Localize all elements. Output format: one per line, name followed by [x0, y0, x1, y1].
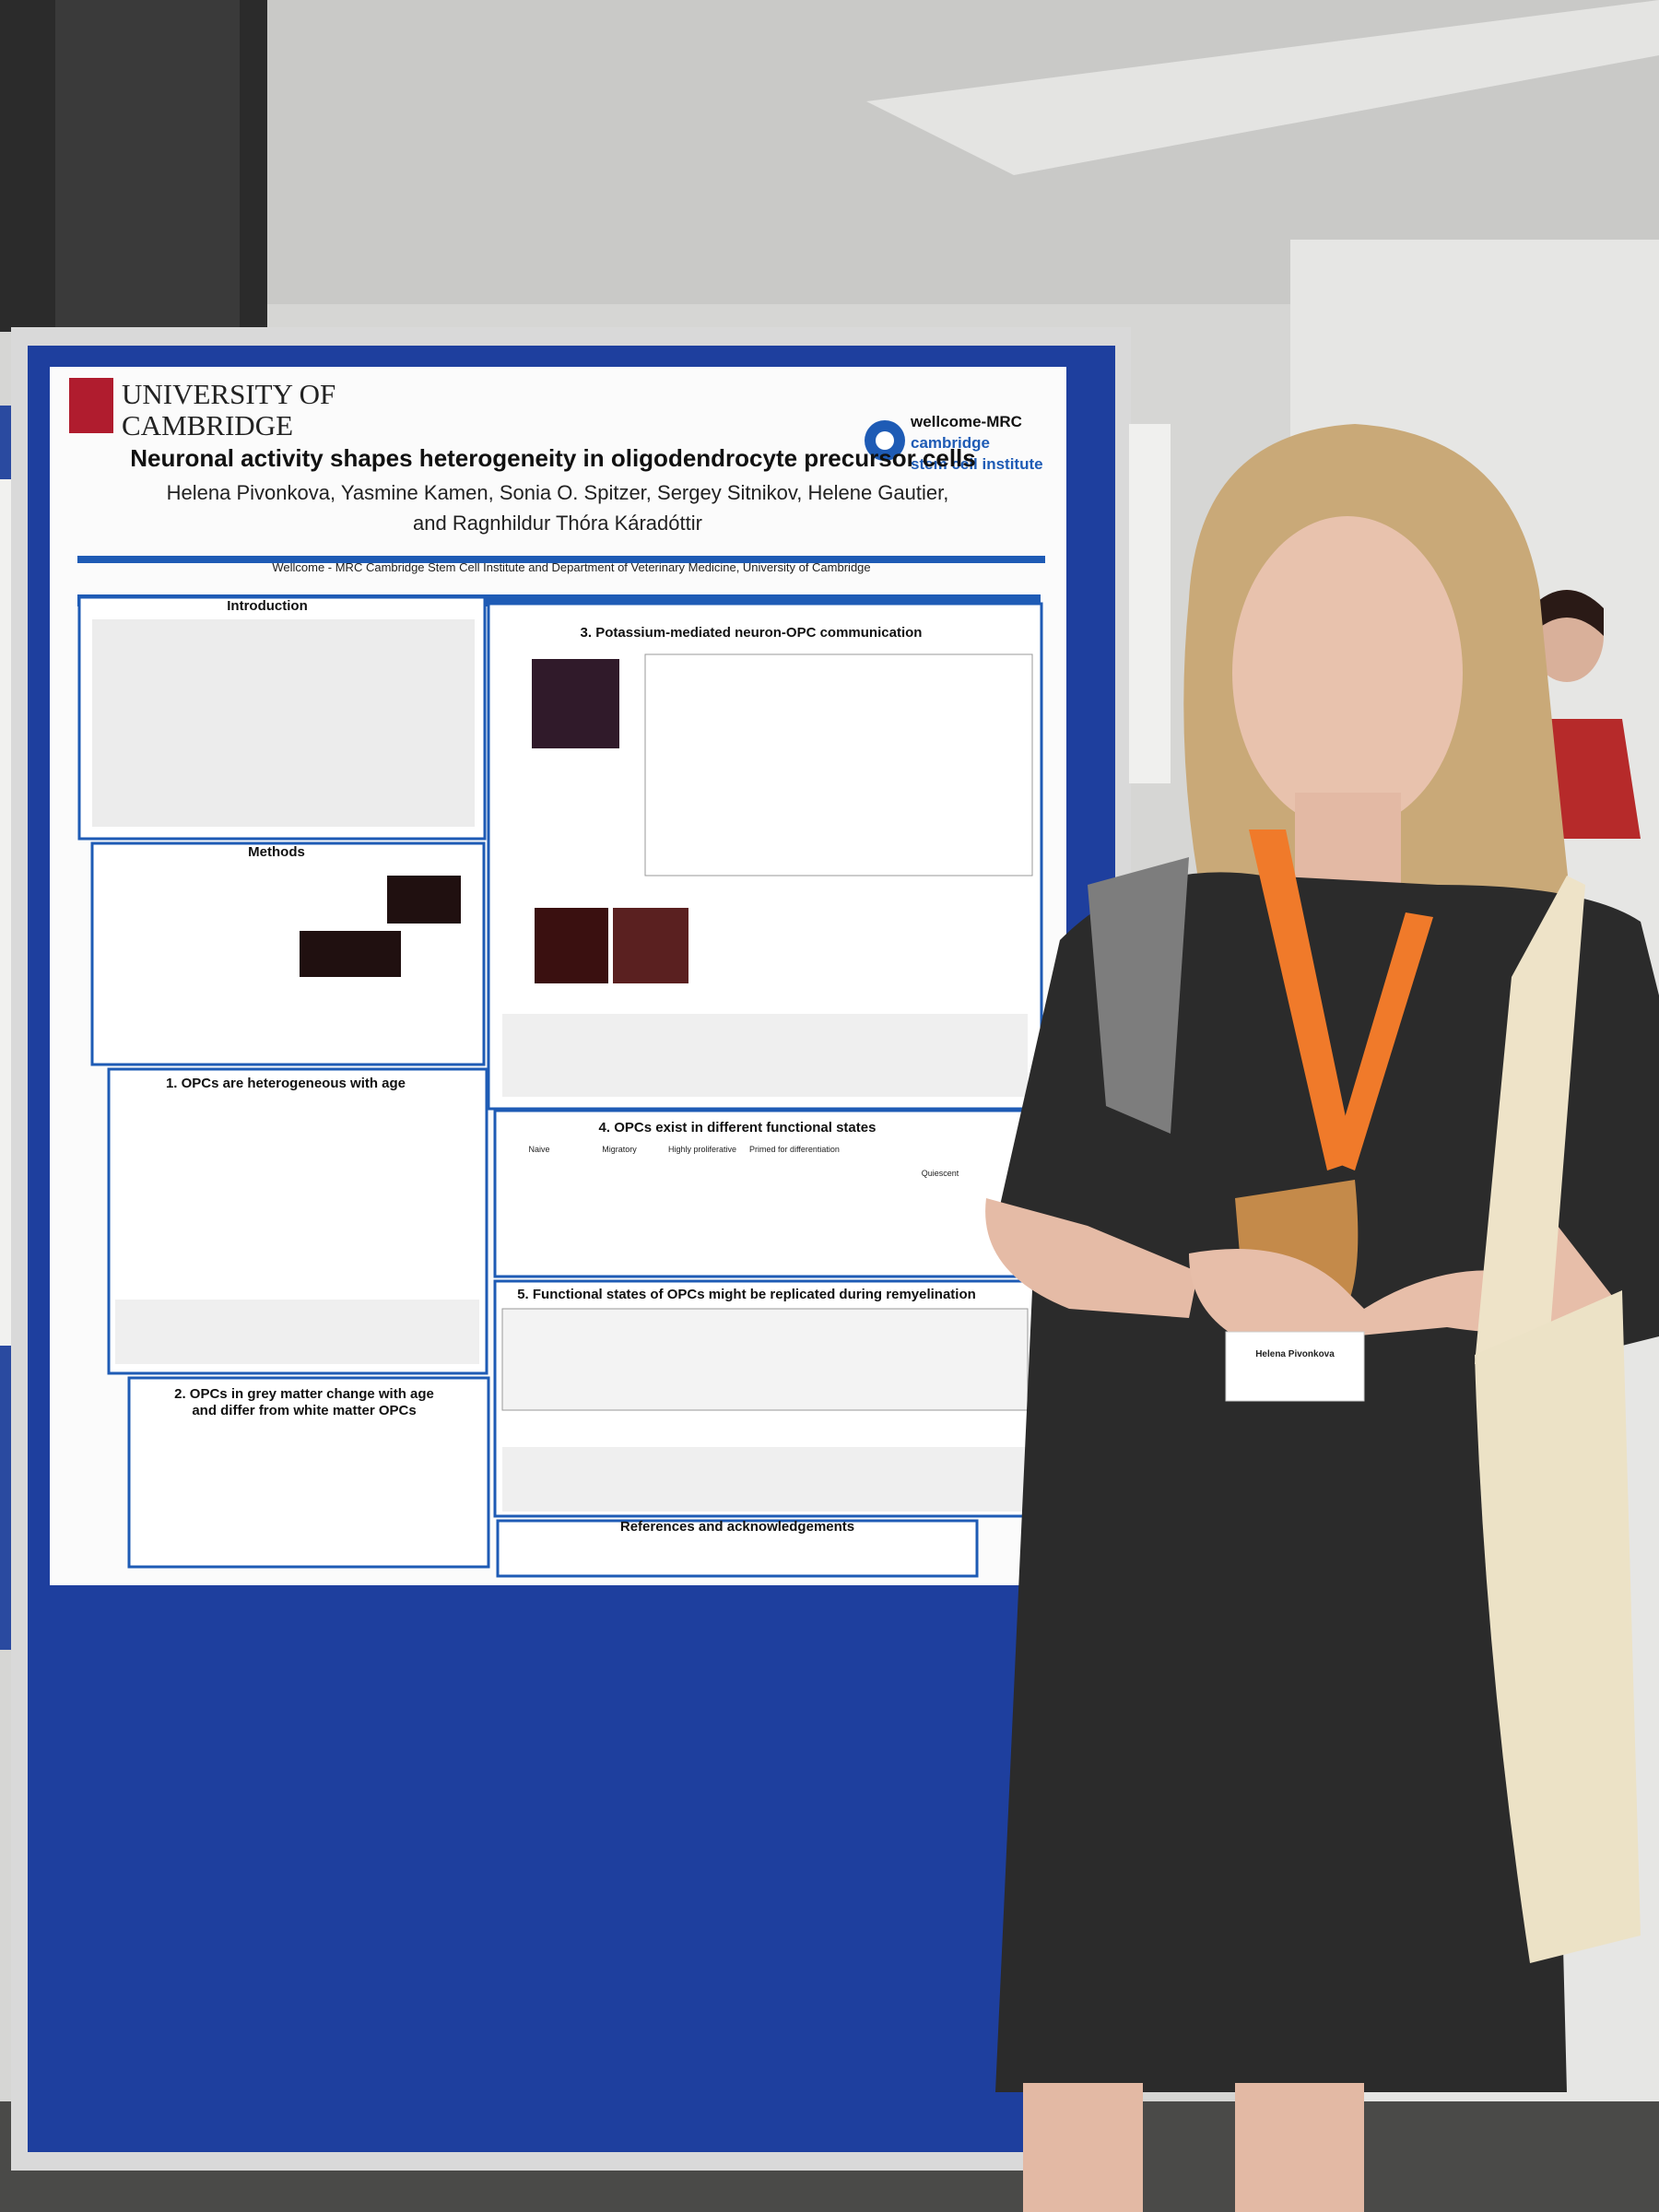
section-title: 2. OPCs in grey matter change with age: [174, 1386, 434, 1402]
section-title: Methods: [248, 844, 305, 860]
state-label: Primed for differentiation: [749, 1145, 840, 1154]
partner-line: cambridge: [911, 434, 990, 452]
text-block: [502, 1014, 1028, 1097]
lanyard: [1249, 830, 1355, 1171]
tote-strap: [1475, 876, 1585, 1364]
panel: [493, 1109, 1041, 1278]
cambridge-shield: [69, 378, 113, 433]
figures: [92, 619, 1033, 1512]
name-badge: [1225, 1331, 1365, 1402]
state-label: Highly proliferative: [668, 1145, 736, 1154]
section-title: 5. Functional states of OPCs might be re…: [517, 1287, 976, 1302]
section-title: 3. Potassium-mediated neuron-OPC communi…: [581, 625, 923, 641]
section-title: 1. OPCs are heterogeneous with age: [166, 1076, 406, 1091]
text-block: [502, 1447, 1028, 1512]
backpack-strap: [1088, 857, 1189, 1134]
micrograph: [532, 659, 619, 748]
bystander-hair: [1530, 590, 1604, 636]
institution-line: CAMBRIDGE: [122, 409, 293, 441]
micrograph: [535, 908, 608, 983]
panel: [496, 1519, 979, 1578]
text-block: [115, 1300, 479, 1364]
rule: [77, 556, 1045, 563]
partner-line: wellcome-MRC: [910, 413, 1022, 430]
leg: [1023, 2083, 1143, 2212]
arm: [985, 1198, 1198, 1318]
partner-line: stem cell institute: [911, 455, 1043, 473]
badge-name: Helena Pivonkova: [1255, 1349, 1335, 1359]
micrograph: [387, 876, 461, 924]
tote-bag: [1475, 1290, 1641, 1963]
trace-area: [501, 1308, 1029, 1411]
affiliation: Wellcome - MRC Cambridge Stem Cell Insti…: [272, 560, 870, 574]
section-title: and differ from white matter OPCs: [192, 1403, 416, 1418]
micrograph: [613, 908, 688, 983]
section-title: Introduction: [227, 598, 307, 614]
section-title: References and acknowledgements: [620, 1519, 854, 1535]
lanyard: [1332, 912, 1433, 1171]
state-label: Migratory: [602, 1145, 637, 1154]
institution-line: UNIVERSITY OF: [122, 378, 335, 410]
text-block: [92, 619, 475, 827]
state-label: Naive: [528, 1145, 549, 1154]
poster-title: Neuronal activity shapes heterogeneity i…: [130, 444, 976, 472]
section-title: 4. OPCs exist in different functional st…: [599, 1120, 877, 1135]
wellcome-logo-inner: [876, 431, 894, 450]
panel: [127, 1376, 490, 1569]
state-label: Quiescent: [922, 1169, 959, 1178]
authors-line: Helena Pivonkova, Yasmine Kamen, Sonia O…: [167, 481, 949, 504]
authors-line: and Ragnhildur Thóra Káradóttir: [413, 512, 702, 535]
micrograph: [300, 931, 401, 977]
leg: [1235, 2083, 1364, 2212]
trace-area: [644, 653, 1033, 877]
face: [1232, 516, 1463, 830]
pillar: [55, 0, 240, 332]
ceiling-light: [866, 0, 1659, 175]
board-edge: [1129, 424, 1171, 783]
